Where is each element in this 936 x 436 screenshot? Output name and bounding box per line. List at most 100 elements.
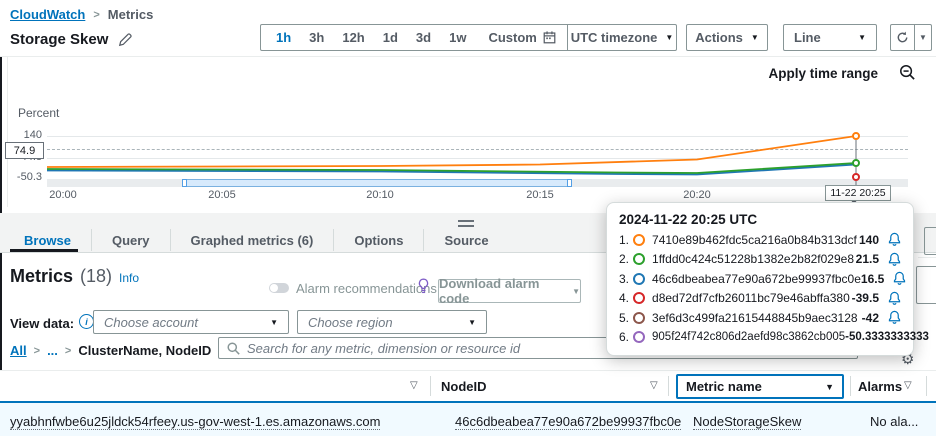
range-1h-button[interactable]: 1h [276, 30, 292, 45]
metric-value: 21.5 [855, 252, 879, 267]
hover-x-value: 11-22 20:25 [825, 185, 891, 201]
tooltip-row: 6. 905f24f742c806d2aefd98c3862cb005 -50.… [619, 328, 929, 348]
range-1d-button[interactable]: 1d [382, 30, 398, 45]
metric-name-column-dropdown[interactable]: Metric name ▼ [676, 374, 844, 399]
column-header-nodeid[interactable]: NodeID [441, 379, 487, 394]
search-icon [227, 341, 240, 355]
line-chart[interactable] [47, 130, 908, 190]
chevron-down-icon: ▼ [825, 381, 834, 392]
series-color-icon [633, 272, 646, 285]
row-number: 6. [619, 330, 630, 345]
tab-graphed-metrics[interactable]: Graphed metrics (6) [190, 232, 314, 248]
row-cluster-name[interactable]: yyabhnfwbe6u25jldck54rfeey.us-gov-west-1… [10, 414, 381, 430]
apply-time-range-button[interactable]: Apply time range [768, 66, 878, 81]
custom-range-button[interactable]: Custom [479, 30, 564, 45]
row-metric-name[interactable]: NodeStorageSkew [693, 414, 802, 430]
tab-source[interactable]: Source [444, 232, 489, 248]
info-link[interactable]: Info [119, 271, 140, 285]
choose-account-select[interactable]: Choose account ▼ [93, 310, 289, 334]
create-alarm-bell-icon[interactable] [888, 232, 901, 247]
path-all-link[interactable]: All [10, 343, 27, 358]
range-3h-button[interactable]: 3h [309, 30, 325, 45]
alarm-recommendations-label: Alarm recommendations [296, 281, 437, 296]
graph-type-select[interactable]: Line ▼ [783, 24, 877, 51]
orange-series-marker [852, 132, 860, 140]
sort-icon[interactable]: ▽ [650, 380, 658, 391]
timezone-dropdown[interactable]: UTC timezone ▼ [567, 25, 676, 50]
alarm-recommendations-toggle[interactable] [269, 283, 289, 293]
refresh-button[interactable] [891, 25, 915, 50]
graph-type-value: Line [794, 30, 821, 45]
actions-label: Actions [695, 30, 743, 45]
row-number: 5. [619, 310, 630, 325]
create-alarm-bell-icon[interactable] [888, 252, 901, 267]
create-alarm-bell-icon[interactable] [888, 310, 901, 325]
chevron-down-icon: ▼ [665, 33, 674, 42]
calendar-icon [543, 31, 556, 44]
x-tick-2015: 20:15 [526, 189, 554, 201]
page-title: Storage Skew [10, 31, 109, 48]
range-12h-button[interactable]: 12h [342, 30, 365, 45]
metric-id: 905f24f742c806d2aefd98c3862cb005 [652, 331, 846, 344]
breadcrumb-separator-icon: > [93, 8, 100, 21]
choose-region-placeholder: Choose region [308, 314, 393, 330]
x-tick-2020: 20:20 [683, 189, 711, 201]
column-header-alarms[interactable]: Alarms [858, 379, 903, 394]
clipped-right-button[interactable] [924, 227, 936, 255]
timeline-handle-left[interactable] [182, 179, 187, 187]
tab-query[interactable]: Query [111, 232, 150, 248]
metric-id: d8ed72df7cfb26011bc79e46abffa380 [652, 291, 850, 306]
zoom-out-icon[interactable] [899, 64, 916, 84]
breadcrumb-cloudwatch-link[interactable]: CloudWatch [10, 7, 86, 22]
tab-browse[interactable]: Browse [24, 232, 71, 248]
tooltip-row: 5. 3ef6d3c499fa21615448845b9aec3128 -42 [619, 308, 901, 328]
timezone-label: UTC timezone [570, 30, 658, 45]
tab-options[interactable]: Options [354, 232, 404, 248]
view-data-label: View data: [10, 316, 75, 331]
sort-icon[interactable]: ▽ [904, 380, 912, 391]
metrics-count: (18) [80, 266, 113, 286]
actions-button[interactable]: Actions ▼ [686, 24, 768, 51]
path-ellipsis-link[interactable]: ... [47, 343, 58, 358]
tooltip-row: 3. 46c6dbeabea77e90a672be99937fbc0e 16.5 [619, 269, 906, 289]
metrics-heading-row: Metrics (18) Info [10, 266, 139, 287]
create-alarm-bell-icon[interactable] [893, 271, 906, 286]
active-tab-underline [10, 249, 78, 252]
lightbulb-icon[interactable] [418, 278, 429, 297]
sort-icon[interactable]: ▽ [410, 380, 418, 391]
range-1w-button[interactable]: 1w [449, 30, 467, 45]
tooltip-timestamp: 2024-11-22 20:25 UTC [619, 212, 758, 227]
row-node-id[interactable]: 46c6dbeabea77e90a672be99937fbc0e [455, 414, 682, 430]
breadcrumb-current: Metrics [107, 7, 154, 22]
chevron-down-icon: ▼ [572, 286, 580, 296]
series-color-icon [633, 233, 646, 246]
metric-value: 16.5 [860, 271, 885, 286]
download-alarm-code-button[interactable]: Download alarm code ▼ [438, 276, 581, 306]
row-number: 1. [619, 232, 630, 247]
timeline-scrollbar[interactable] [47, 179, 908, 187]
row-alarms: No ala... [870, 414, 919, 429]
x-tick-2010: 20:10 [366, 189, 394, 201]
hover-y-value: 74.9 [5, 142, 44, 159]
clipped-right-button[interactable] [916, 266, 936, 304]
resize-handle-icon[interactable] [458, 220, 474, 227]
time-range-control: 1h 3h 12h 1d 3d 1w Custom UTC timezone ▼ [260, 24, 677, 51]
refresh-icon [897, 31, 908, 43]
range-3d-button[interactable]: 3d [415, 30, 432, 45]
metric-value: -39.5 [851, 291, 879, 306]
edit-title-icon[interactable] [118, 32, 133, 47]
table-row[interactable]: yyabhnfwbe6u25jldck54rfeey.us-gov-west-1… [0, 401, 936, 436]
chevron-down-icon: ▼ [270, 317, 278, 327]
info-icon[interactable]: i [79, 314, 94, 329]
tooltip-row: 2. 1ffdd0c424c51228b1382e2b82f029e8 21.5 [619, 250, 901, 270]
create-alarm-bell-icon[interactable] [888, 291, 901, 306]
choose-region-select[interactable]: Choose region ▼ [297, 310, 487, 334]
y-tick-140: 140 [23, 129, 42, 141]
chevron-down-icon: ▼ [468, 317, 476, 327]
timeline-handle-right[interactable] [567, 179, 572, 187]
chevron-down-icon: ▼ [750, 33, 759, 42]
refresh-options-button[interactable]: ▼ [915, 33, 931, 42]
breadcrumb-separator-icon: > [64, 344, 72, 357]
y-tick--50-3: -50.3 [16, 171, 42, 183]
table-header: ▽ NodeID ▽ Metric name ▼ Alarms ▽ [0, 371, 936, 401]
